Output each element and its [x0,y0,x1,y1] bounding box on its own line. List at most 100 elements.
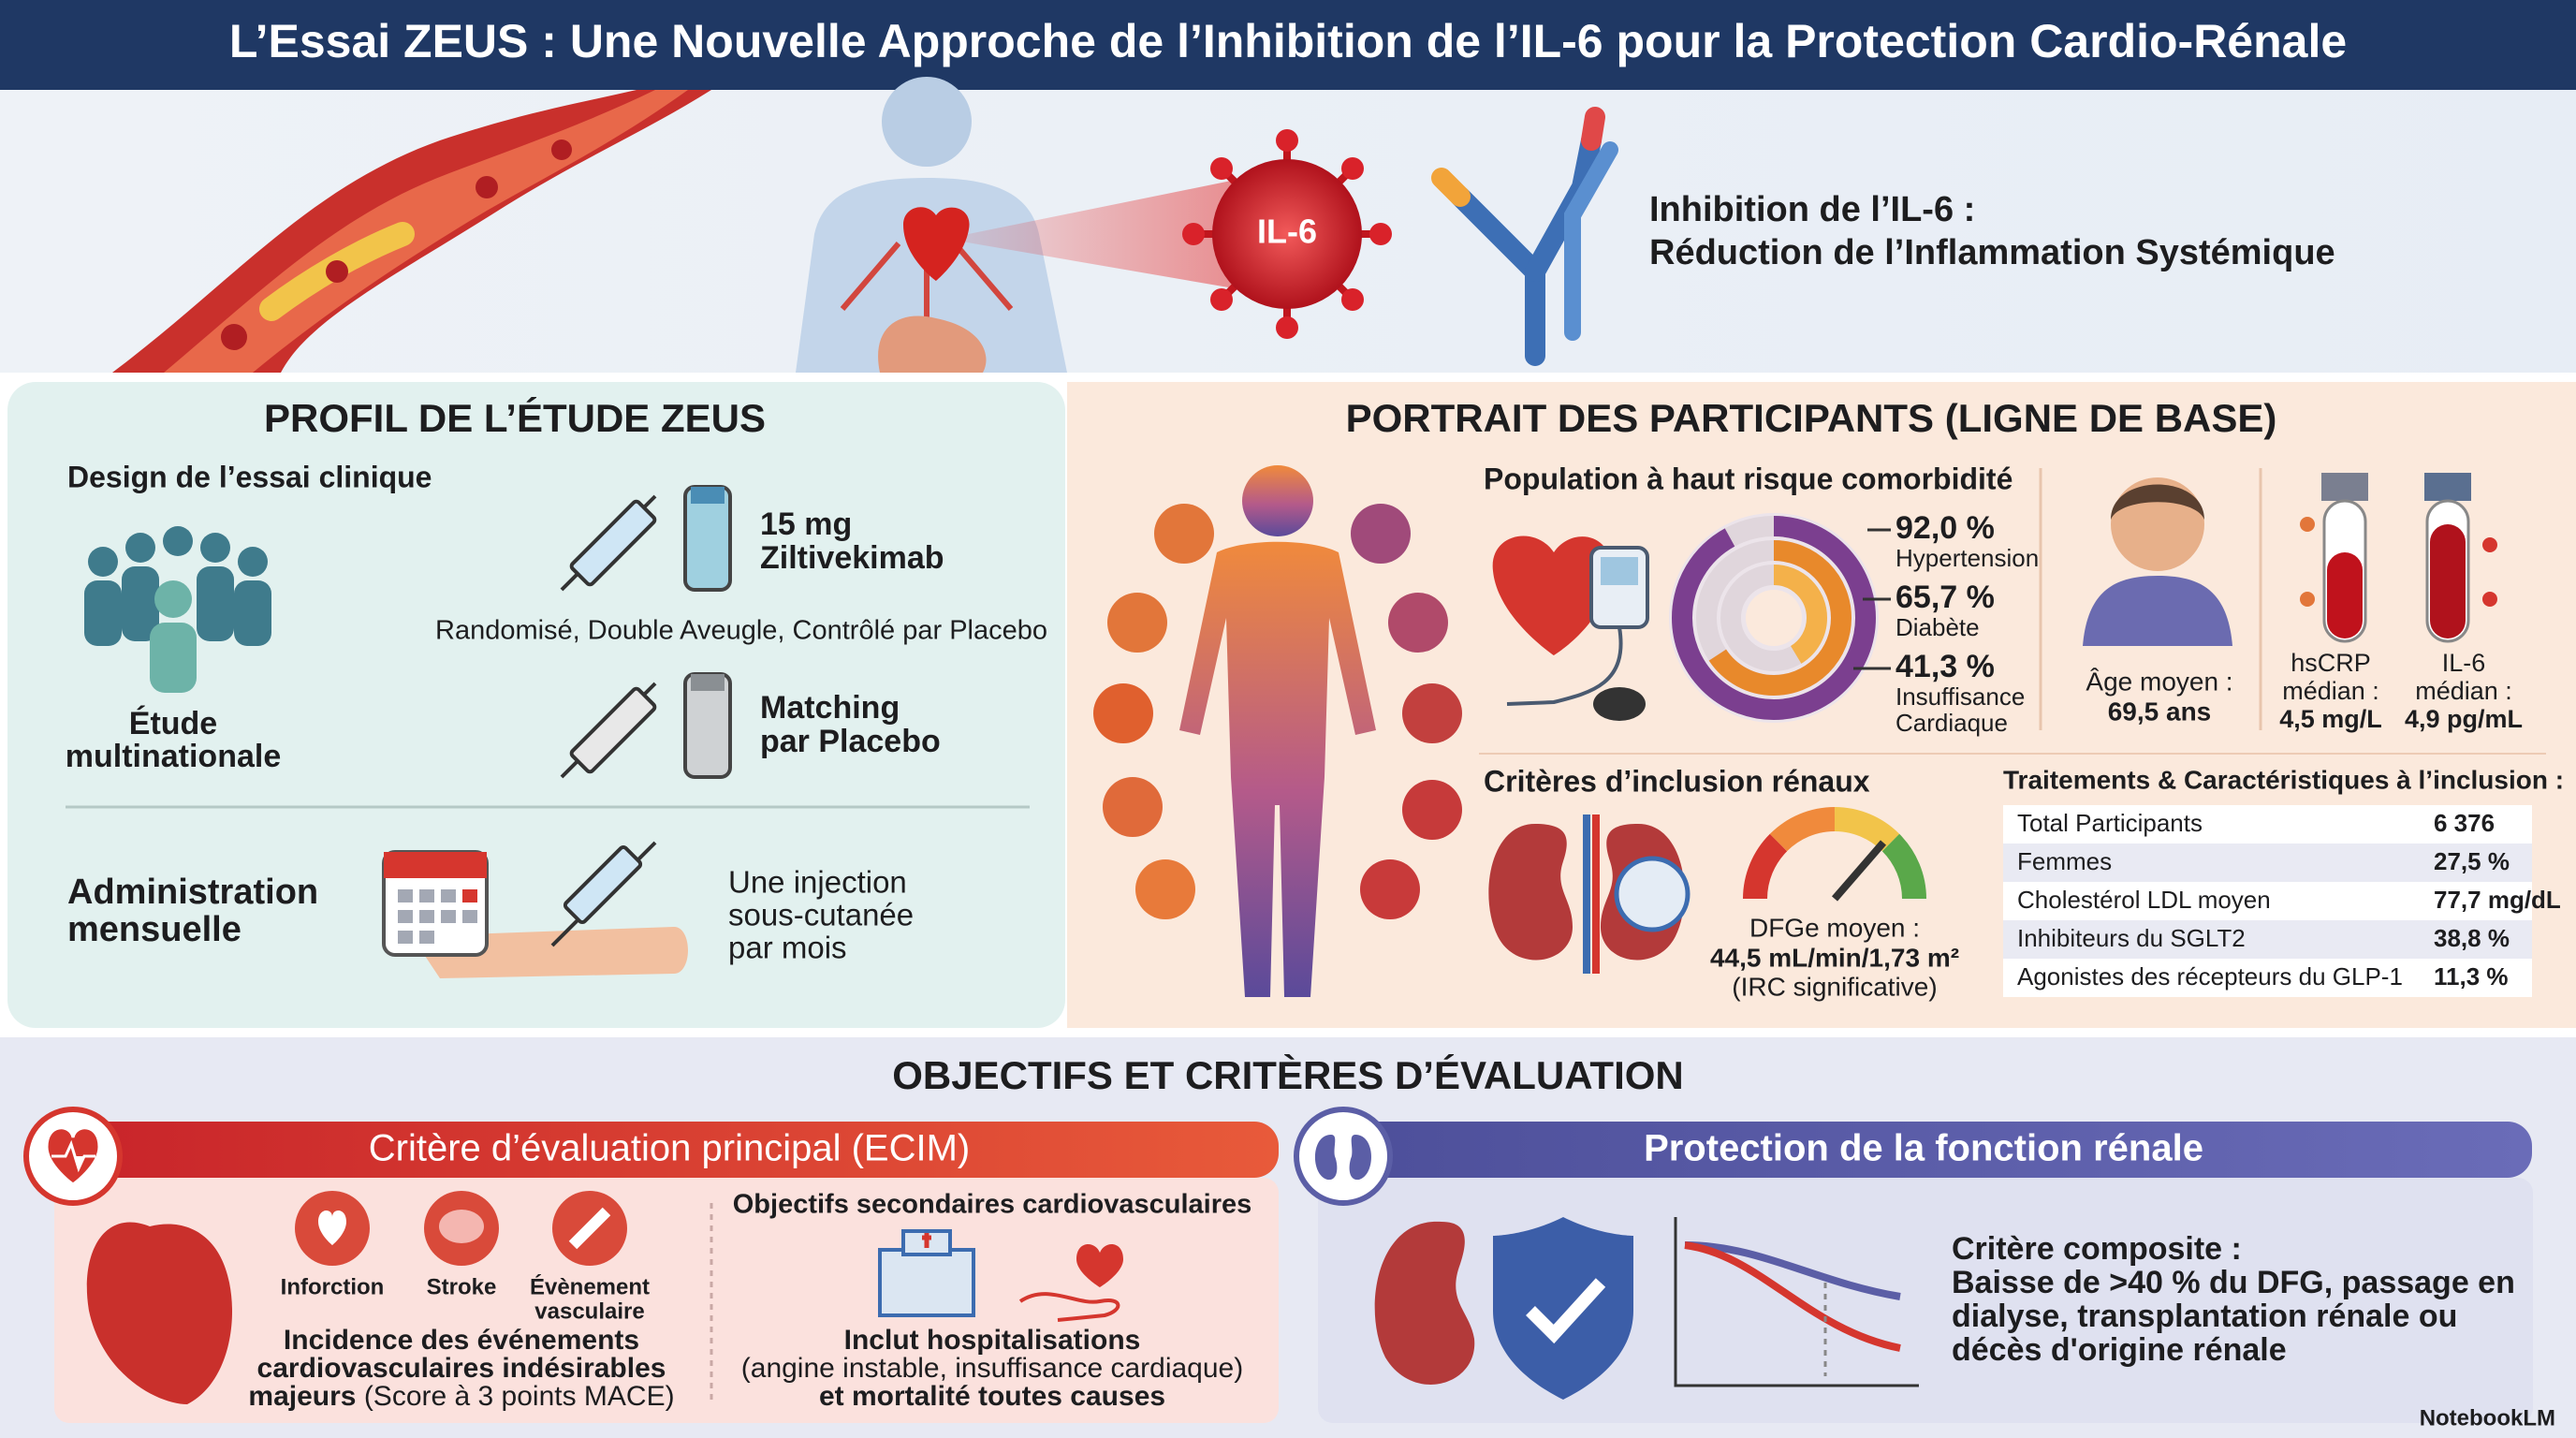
design-text: Randomisé, Double Aveugle, Contrôlé par … [435,616,1047,646]
egfr-label: DFGe moyen : [1749,913,1920,942]
stat-value: 92,0 % [1895,510,1995,546]
header-bar [0,0,2576,90]
drug-dose: 15 mg [760,506,852,542]
artery-illustration [112,90,711,373]
label: multinationale [66,739,281,774]
donut-ring [1696,540,1852,696]
section-title: OBJECTIFS ET CRITÈRES D’ÉVALUATION [892,1053,1684,1097]
event-icons [295,1191,627,1266]
footer-brand: NotebookLM [2420,1405,2555,1431]
label: Étude [129,706,217,741]
table-title: Traitements & Caractéristiques à l’inclu… [2003,765,2564,794]
gauge-icon [1743,807,1926,902]
subheading: Critères d’inclusion rénaux [1484,764,1870,798]
hospital-hand-icons [878,1229,1123,1322]
table-cell: Cholestérol LDL moyen [2017,886,2271,914]
biomarker-label: médian : [2415,677,2512,705]
description: Incidence des événements [284,1325,639,1356]
table-cell: Total Participants [2017,809,2203,837]
hero-caption: Réduction de l’Inflammation Systémique [1649,233,2335,272]
heart-bp-icon [1492,536,1649,721]
table-row [2003,959,2532,997]
syringe-icon [560,672,732,779]
renal-illustration [1374,1217,1919,1400]
stat-label: Hypertension [1895,544,2039,572]
tube-icons [2300,473,2497,643]
placebo-text: par Placebo [760,724,941,759]
card-title: Critère d’évaluation principal (ECIM) [369,1128,970,1169]
description: Baisse de >40 % du DFG, passage en [1952,1265,2515,1300]
description: cardiovasculaires indésirables [257,1353,666,1384]
description: (angine instable, insuffisance cardiaque… [741,1353,1243,1384]
renal-banner [1343,1122,2532,1178]
subheading: Population à haut risque comorbidité [1484,462,2012,495]
egfr-value: 44,5 mL/min/1,73 m² [1710,943,1959,972]
body-silhouette [1179,465,1376,997]
age-value: 69,5 ans [2108,697,2212,726]
primary-banner [73,1122,1279,1178]
kidney-icon [1488,814,1690,974]
description-normal: (Score à 3 points MACE) [364,1381,675,1412]
card-title: Protection de la fonction rénale [1644,1128,2203,1169]
subheading: Design de l’essai clinique [67,460,432,493]
heart-icon [903,207,970,281]
section-title: PORTRAIT DES PARTICIPANTS (LIGNE DE BASE… [1346,396,2277,440]
calendar-arm-icon [382,841,688,978]
hero-caption: Inhibition de l’IL-6 : [1649,190,1975,229]
avatar-icon [2083,477,2232,646]
biomarker-label: médian : [2282,677,2379,705]
description: Inclut hospitalisations [844,1325,1141,1356]
stat-label: Insuffisance [1895,682,2025,711]
table-row [2003,920,2532,959]
subheading: Administration [67,873,318,912]
stat-label: Diabète [1895,613,1980,641]
event-label: Inforction [281,1274,385,1299]
table-cell: 27,5 % [2434,847,2510,875]
leader-lines [1853,528,1891,670]
table-cell: 38,8 % [2434,924,2510,952]
donut-hole [1746,590,1802,646]
event-label: vasculaire [534,1299,644,1324]
table-row [2003,844,2532,882]
subheading: mensuelle [67,910,242,949]
age-label: Âge moyen : [2086,667,2232,696]
crowd-icon [84,526,271,693]
biomarker-value: 4,9 pg/mL [2405,705,2523,733]
section-title: PROFIL DE L’ÉTUDE ZEUS [264,396,766,440]
description: et mortalité toutes causes [819,1381,1165,1412]
donut-ring [1672,516,1876,720]
donut-ring [1720,565,1827,671]
page-title: L’Essai ZEUS : Une Nouvelle Approche de … [229,15,2347,67]
composite-heading: Critère composite : [1952,1231,2242,1267]
event-label: Évènement [530,1273,650,1299]
heart-illustration [86,1222,232,1404]
table-cell: Inhibiteurs du SGLT2 [2017,924,2246,952]
description: décès d'origine rénale [1952,1332,2287,1368]
admin-text: sous-cutanée [728,898,914,932]
biomarker-value: 4,5 mg/L [2279,705,2382,733]
heart-icon [45,1126,101,1186]
drug-name: Ziltivekimab [760,540,944,576]
table-cell: Femmes [2017,847,2112,875]
biomarker-label: IL-6 [2442,649,2486,677]
admin-text: Une injection [728,865,907,900]
stat-value: 41,3 % [1895,649,1995,684]
table-cell: Agonistes des récepteurs du GLP-1 [2017,962,2403,990]
table-cell: 77,7 mg/dL [2434,886,2561,914]
description-bold: majeurs [248,1381,356,1412]
comorbidity-donut [1669,513,1879,723]
biomarker-label: hsCRP [2291,649,2371,677]
molecule-label: IL-6 [1257,213,1317,251]
table-cell: 11,3 % [2434,962,2509,990]
virus-icon [1182,129,1392,339]
syringe-icon [560,485,732,592]
table-cell: 6 376 [2434,809,2495,837]
baseline-table: Total Participants 6 376 Femmes 27,5 % Chole… [2003,805,2561,997]
admin-text: par mois [728,931,847,965]
stat-label: Cardiaque [1895,709,2008,737]
table-row [2003,805,2532,844]
placebo-text: Matching [760,690,900,726]
